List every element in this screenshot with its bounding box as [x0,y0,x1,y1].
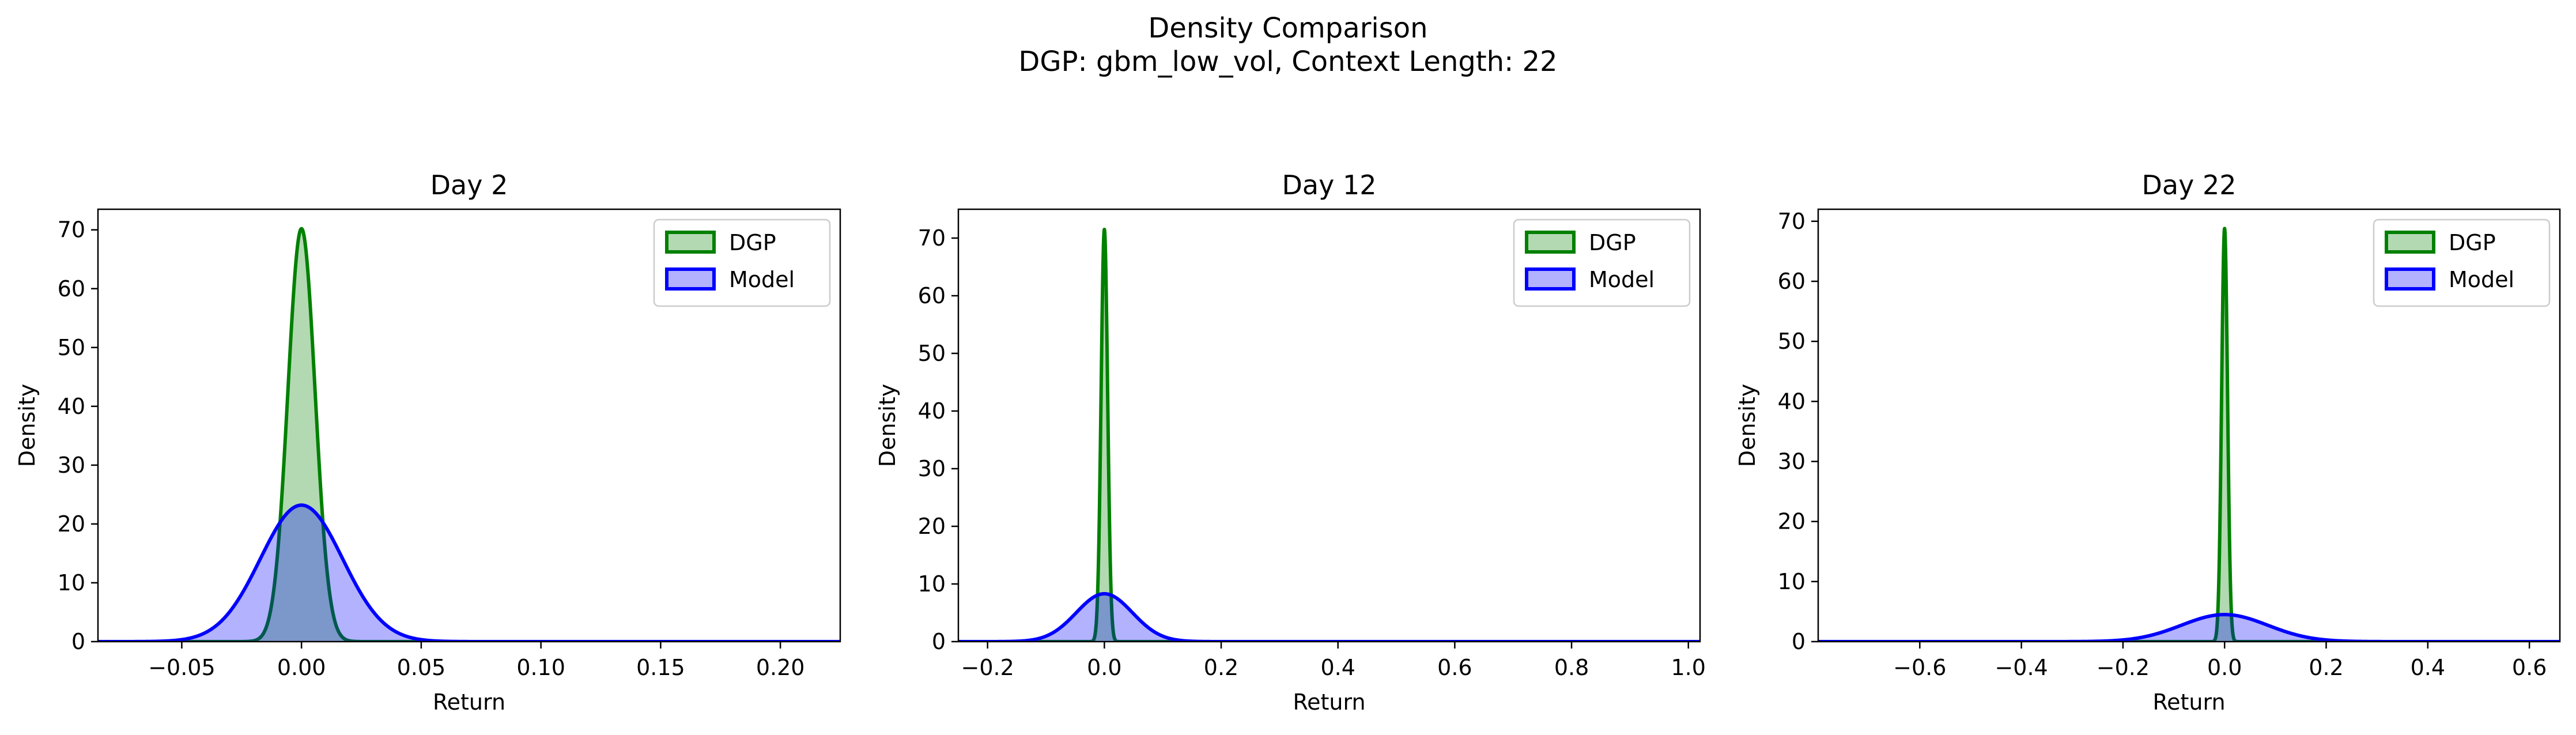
x-tick-label: 0.15 [636,655,685,680]
x-tick-label: 0.0 [2207,655,2242,680]
density-fill-model [958,594,1700,642]
legend-swatch-dgp [665,231,716,254]
density-line-model [98,503,840,642]
x-tick-label: 0.6 [2512,655,2547,680]
plot-area [1818,227,2560,642]
legend-label-dgp: DGP [729,230,776,255]
legend-label-model: Model [1589,267,1655,292]
density-fill-model [98,505,840,642]
x-tick-label: −0.05 [148,655,215,680]
legend-box [2373,218,2551,307]
figure-title-line-2: DGP: gbm_low_vol, Context Length: 22 [1018,46,1558,78]
y-tick-label: 30 [918,456,946,481]
density-fill-dgp [98,228,840,642]
y-tick-label: 60 [918,283,946,308]
legend-label-dgp: DGP [2449,230,2496,255]
legend-swatch-dgp [2385,231,2435,254]
density-fill-model [1818,615,2560,642]
y-tick-label: 0 [932,629,946,654]
x-tick-label: 0.05 [397,655,446,680]
y-axis-label: Density [1735,384,1760,467]
y-tick-label: 0 [71,629,85,654]
legend-label-dgp: DGP [1589,230,1636,255]
subplot-title: Day 12 [1282,169,1377,201]
subplot-title: Day 22 [2142,169,2237,201]
y-tick-label: 40 [1778,389,1806,414]
x-tick-label: 0.00 [277,655,326,680]
y-tick-label: 40 [918,398,946,424]
legend-label-model: Model [729,267,795,292]
figure-title-line-1: Density Comparison [1148,12,1428,44]
x-tick-label: 0.4 [1320,655,1355,680]
legend-swatch-model [2385,267,2435,291]
x-tick-label: −0.4 [1995,655,2048,680]
y-axis-label: Density [14,384,40,467]
legend: DGP Model [2373,218,2551,307]
axes-frame [957,208,1701,643]
x-tick-label: −0.6 [1893,655,1946,680]
y-tick-label: 60 [58,276,85,301]
legend: DGP Model [653,218,831,307]
y-tick-label: 30 [1778,449,1806,474]
y-tick-label: 20 [918,514,946,539]
x-tick-label: 0.4 [2411,655,2445,680]
legend-label-model: Model [2449,267,2514,292]
y-tick-label: 10 [58,570,85,595]
y-tick-label: 10 [1778,569,1806,594]
x-tick-label: 0.2 [1204,655,1238,680]
legend-box [653,218,831,307]
x-axis-label: Return [433,689,505,715]
axes-frame [97,208,841,643]
x-tick-label: 0.6 [1437,655,1472,680]
x-tick-label: 0.8 [1554,655,1589,680]
subplot-title: Day 2 [430,169,508,201]
y-tick-label: 50 [918,341,946,366]
y-tick-label: 70 [1778,209,1806,234]
y-tick-label: 40 [58,394,85,419]
x-tick-label: 0.2 [2309,655,2343,680]
x-axis-label: Return [2152,689,2225,715]
legend-swatch-model [1525,267,1576,291]
axes-frame [1817,208,2561,643]
x-tick-label: −0.2 [961,655,1014,680]
y-axis-label: Density [875,384,900,467]
y-tick-label: 70 [58,217,85,243]
y-tick-label: 60 [1778,269,1806,294]
y-tick-label: 10 [918,571,946,597]
y-tick-label: 50 [1778,329,1806,354]
y-tick-label: 20 [58,511,85,537]
legend: DGP Model [1513,218,1691,307]
x-tick-label: 1.0 [1671,655,1706,680]
legend-swatch-model [665,267,716,291]
figure-title: Density Comparison DGP: gbm_low_vol, Con… [0,12,2576,78]
subplot-2: −0.2 0.0 0.2 0.4 0.6 0.8 1.0 0 10 20 30 40 50 60 70 Day… [875,169,1706,715]
legend-box [1513,218,1691,307]
subplot-1: −0.05 0.00 0.05 0.10 0.15 0.20 0 10 20 30 40 50 60 70… [14,169,841,715]
y-tick-label: 30 [58,453,85,478]
density-line-model [1818,613,2560,642]
x-axis-label: Return [1293,689,1365,715]
subplot-3: −0.6 −0.4 −0.2 0.0 0.2 0.4 0.6 0 10 20 30 40 50 60 70 D… [1735,169,2561,715]
y-tick-label: 70 [918,225,946,251]
y-tick-label: 0 [1792,629,1806,654]
y-tick-label: 50 [58,335,85,360]
x-tick-label: 0.10 [516,655,565,680]
legend-swatch-dgp [1525,231,1576,254]
density-line-dgp [1818,227,2560,642]
x-tick-label: −0.2 [2097,655,2150,680]
x-tick-label: 0.20 [756,655,805,680]
x-tick-label: 0.0 [1087,655,1121,680]
y-tick-label: 20 [1778,509,1806,534]
